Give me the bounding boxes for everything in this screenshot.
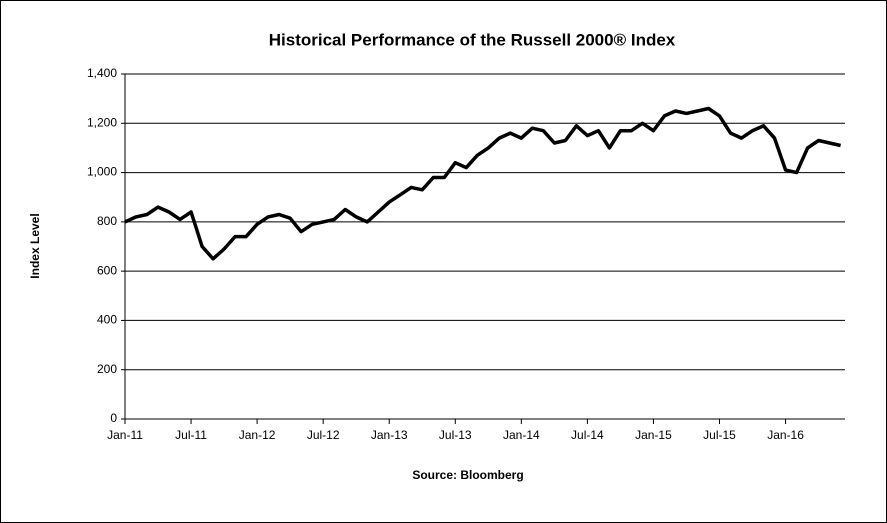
- x-tick-label: Jul-14: [571, 428, 604, 442]
- x-tick-label: Jan-14: [503, 428, 540, 442]
- x-tick-label: Jul-13: [439, 428, 472, 442]
- x-tick-label: Jan-12: [239, 428, 276, 442]
- y-tick-label: 1,400: [87, 66, 117, 80]
- y-tick-label: 600: [97, 263, 117, 277]
- x-tick-label: Jul-12: [307, 428, 340, 442]
- y-tick-label: 1,000: [87, 165, 117, 179]
- line: [124, 106, 841, 261]
- x-tick-label: Jul-11: [175, 428, 207, 442]
- source: Source: Bloomberg: [412, 468, 523, 482]
- chart-title: Historical Performance of the Russell 20…: [269, 30, 676, 49]
- x-tick-label: Jan-13: [371, 428, 408, 442]
- x-tick-label: Jan-11: [107, 428, 143, 442]
- y-axis-label: Index Level: [28, 213, 42, 278]
- x-tick-label: Jul-15: [703, 428, 736, 442]
- x-tick-label: Jan-15: [635, 428, 672, 442]
- y-tick-label: 0: [110, 411, 117, 425]
- y-tick-label: 800: [97, 214, 117, 228]
- y-tick-label: 1,200: [87, 115, 117, 129]
- x-tick-label: Jan-16: [767, 428, 804, 442]
- y-tick-label: 400: [97, 313, 117, 327]
- y-tick-label: 200: [97, 362, 117, 376]
